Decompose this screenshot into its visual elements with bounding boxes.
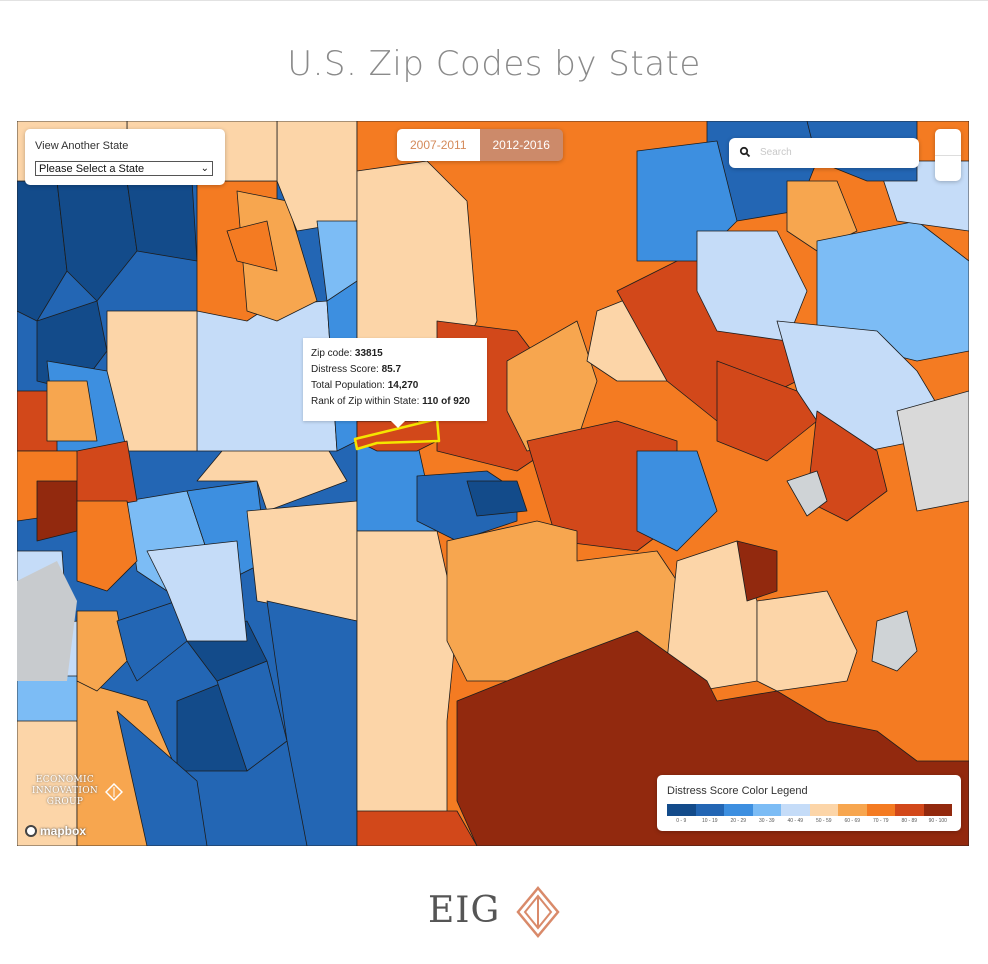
mapbox-attribution[interactable]: mapbox (25, 824, 86, 838)
map-logo-line1: ECONOMIC (35, 775, 95, 785)
zip-region (76, 610, 128, 692)
mapbox-logo-icon (25, 825, 37, 837)
color-legend: Distress Score Color Legend 0 - 9 10 - 19… (657, 775, 961, 831)
legend-range-label: 20 - 29 (730, 818, 747, 824)
footer-logo-text: EIG (428, 890, 501, 931)
search-icon (739, 146, 751, 158)
legend-ticks: 0 - 9 10 - 19 20 - 29 30 - 39 40 - 49 50 - 59… (667, 818, 952, 824)
zip-region (46, 380, 98, 442)
zip-region (356, 810, 478, 846)
legend-range-label: 50 - 59 (815, 818, 832, 824)
page-title: U.S. Zip Codes by State (287, 44, 701, 84)
zip-region (356, 530, 458, 846)
diamond-logo-icon (516, 886, 560, 938)
legend-range-label: 90 - 100 (928, 818, 947, 824)
zip-region (17, 720, 78, 846)
legend-range-label: 0 - 9 (676, 818, 687, 824)
zoom-divider (935, 155, 961, 156)
zip-region (226, 220, 278, 272)
legend-swatch (809, 804, 838, 816)
chevron-down-icon: ⌄ (200, 163, 209, 174)
legend-swatch (695, 804, 724, 816)
legend-swatch (923, 804, 952, 816)
year-option-2007-2011[interactable]: 2007-2011 (397, 129, 480, 161)
year-toggle: 2007-2011 2012-2016 (397, 129, 563, 161)
zip-region (736, 540, 778, 602)
legend-swatch (724, 804, 753, 816)
zip-tooltip: Zip code: 33815 Distress Score: 85.7 Tot… (303, 338, 487, 428)
state-selector-label: View Another State (35, 140, 129, 152)
legend-swatch (781, 804, 810, 816)
diamond-logo-icon (105, 783, 123, 801)
zip-region (466, 480, 528, 517)
legend-range-label: 80 - 89 (901, 818, 918, 824)
legend-swatch (838, 804, 867, 816)
map[interactable]: View Another State Please Select a State… (17, 121, 969, 846)
search-placeholder: Search (760, 147, 792, 158)
zip-map[interactable] (17, 121, 969, 846)
zip-region (17, 561, 77, 681)
selected-zip (353, 417, 441, 451)
zip-region (786, 470, 828, 517)
tooltip-population: Total Population: 14,270 (311, 380, 419, 391)
legend-range-label: 30 - 39 (758, 818, 775, 824)
search-box[interactable]: Search (729, 138, 919, 168)
legend-swatch (895, 804, 924, 816)
tooltip-zip: Zip code: 33815 (311, 348, 383, 359)
state-select-value: Please Select a State (39, 163, 145, 175)
year-option-2012-2016[interactable]: 2012-2016 (479, 129, 563, 161)
zip-region (76, 500, 138, 592)
footer-eig-logo[interactable]: EIG (428, 886, 563, 938)
zip-region (266, 600, 358, 846)
tooltip-rank: Rank of Zip within State: 110 of 920 (311, 396, 470, 407)
legend-range-label: 10 - 19 (701, 818, 718, 824)
zip-region (186, 480, 268, 582)
zip-region (146, 540, 248, 642)
legend-range-label: 40 - 49 (787, 818, 804, 824)
legend-swatch (667, 804, 696, 816)
zip-region (636, 450, 718, 552)
zip-region (126, 180, 198, 262)
legend-swatch (866, 804, 895, 816)
zip-region (896, 390, 969, 512)
state-selector-panel: View Another State Please Select a State… (25, 129, 225, 185)
zip-region (36, 480, 78, 542)
zoom-control[interactable] (935, 129, 961, 181)
map-logo-line2: INNOVATION (31, 786, 99, 796)
tooltip-score: Distress Score: 85.7 (311, 364, 402, 375)
top-divider (0, 0, 988, 1)
tooltip-pointer (391, 421, 405, 428)
zip-region (116, 600, 188, 682)
legend-swatch (752, 804, 781, 816)
zip-region (871, 610, 918, 672)
legend-range-label: 60 - 69 (844, 818, 861, 824)
zip-region (756, 590, 858, 692)
state-select[interactable]: Please Select a State ⌄ (35, 161, 213, 176)
zip-region (76, 440, 138, 512)
legend-title: Distress Score Color Legend (667, 785, 808, 797)
legend-swatches (667, 804, 952, 816)
legend-range-label: 70 - 79 (872, 818, 889, 824)
map-logo-line3: GROUP (46, 797, 84, 807)
mapbox-text: mapbox (40, 824, 87, 838)
zip-region (716, 360, 818, 462)
map-eig-logo: ECONOMIC INNOVATION GROUP (25, 775, 125, 815)
zip-region (116, 710, 208, 846)
